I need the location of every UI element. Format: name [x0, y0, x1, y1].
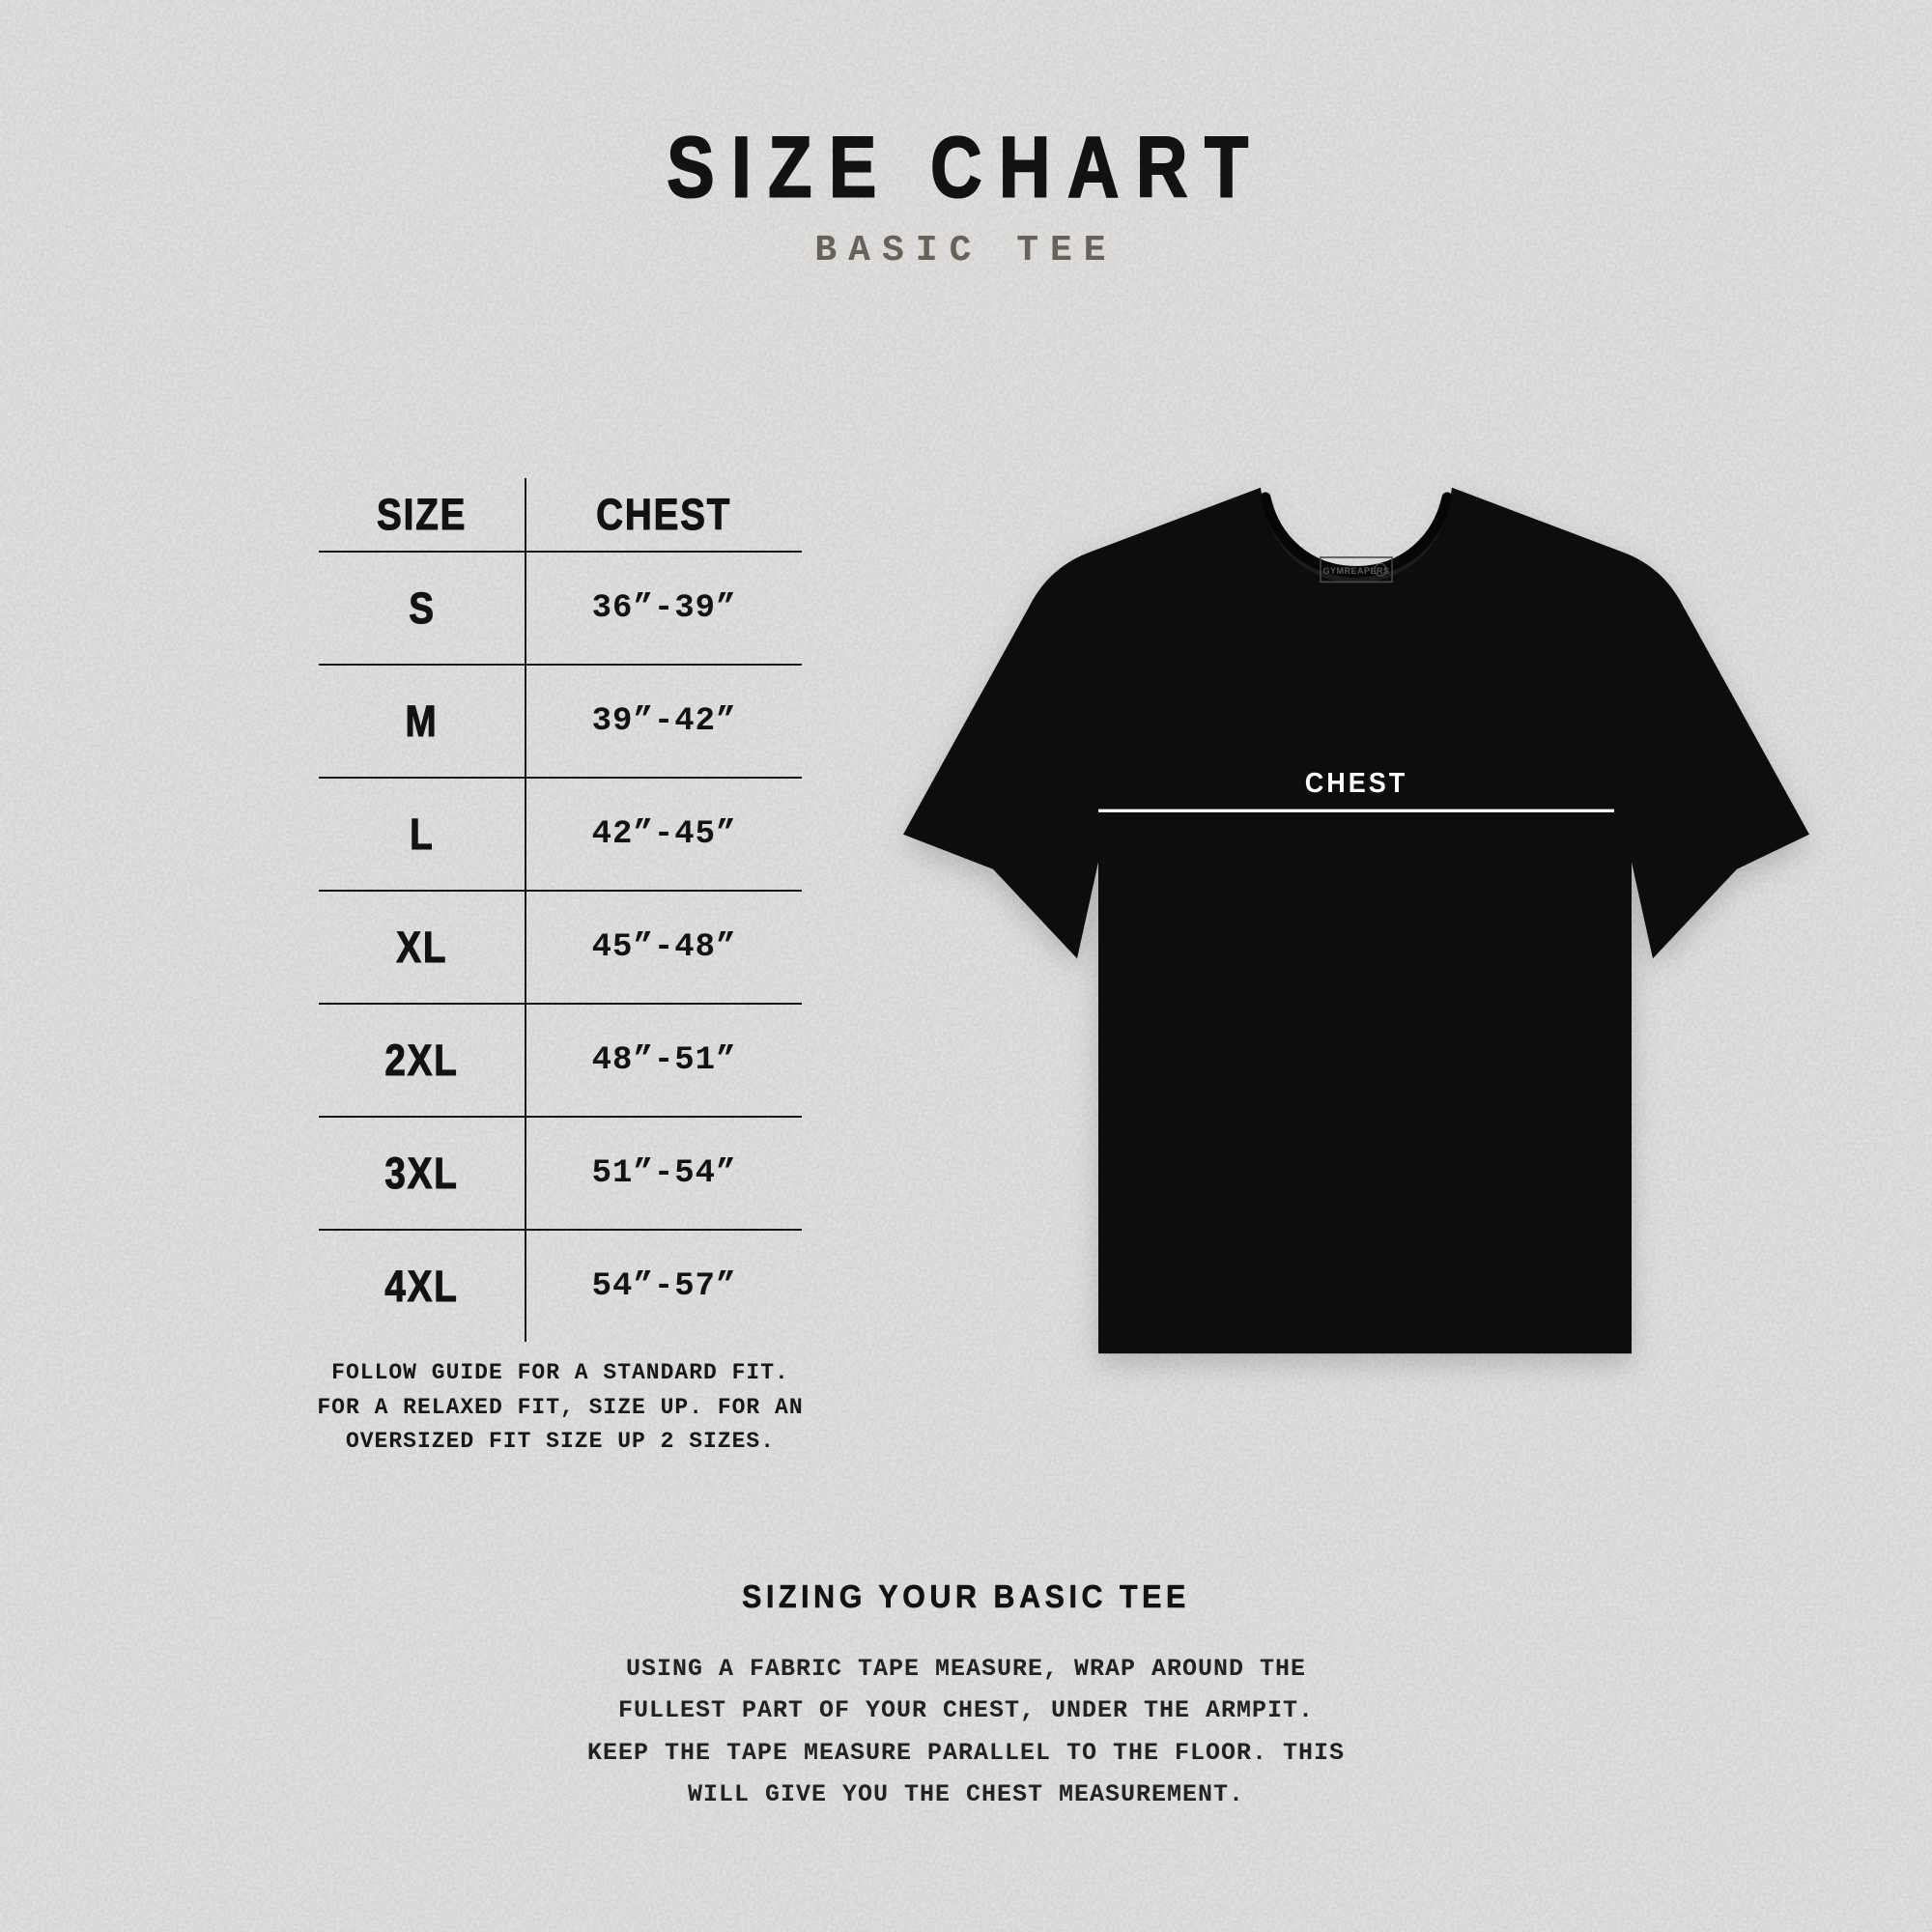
svg-text:GYMREAPERS: GYMREAPERS [1323, 566, 1390, 576]
svg-text:CHEST: CHEST [1305, 767, 1407, 798]
